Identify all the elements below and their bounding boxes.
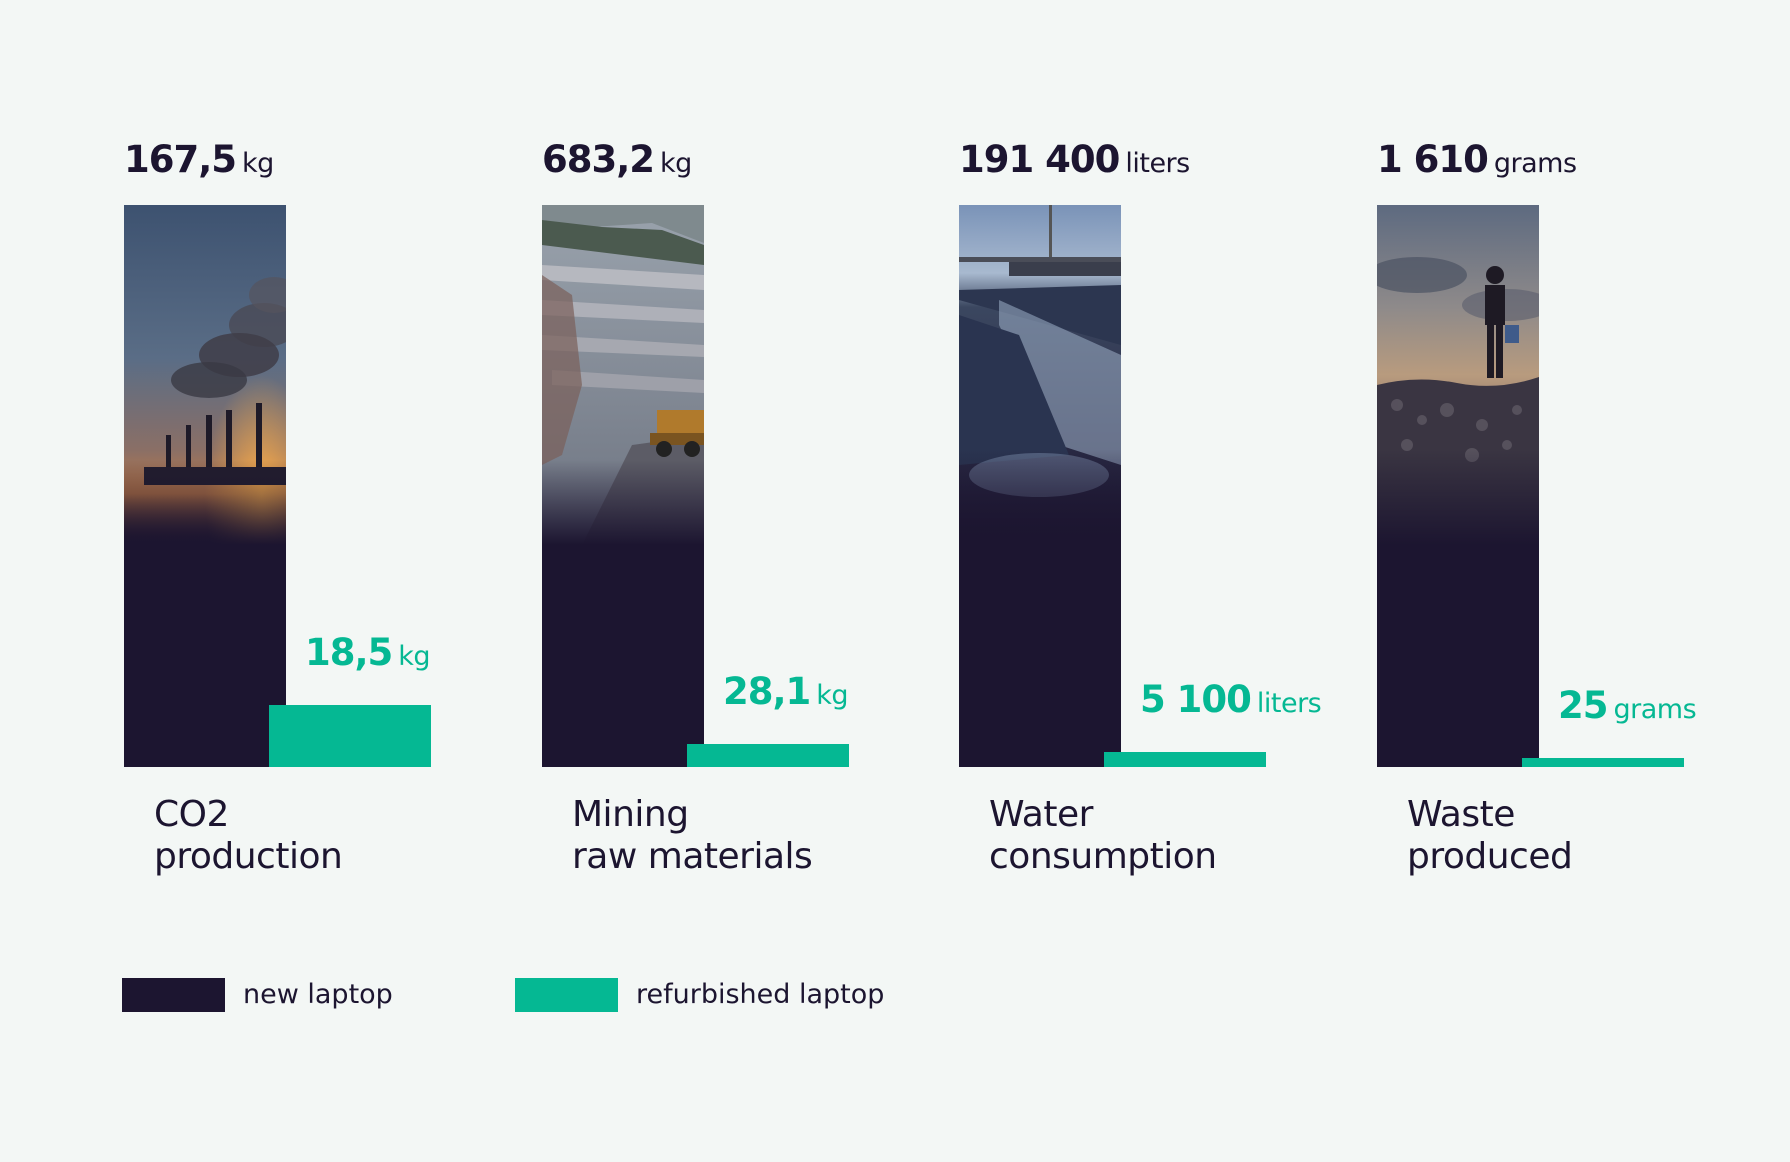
new-value-unit: liters xyxy=(1125,148,1190,179)
category-label-line1: Waste xyxy=(1407,794,1515,835)
refurbished-value-unit: grams xyxy=(1613,694,1697,725)
refurbished-value-number: 28,1 xyxy=(723,670,811,713)
new-value-unit: kg xyxy=(660,148,692,179)
bar-new-laptop xyxy=(1377,205,1539,767)
bar-group: 683,2 kg 28,1 kg Mining raw materials xyxy=(542,0,902,900)
category-label: Waste produced xyxy=(1407,794,1573,878)
new-value-unit: kg xyxy=(242,148,274,179)
factory-smokestacks-photo xyxy=(124,205,286,545)
category-label-line2: consumption xyxy=(989,836,1217,877)
refurbished-value-number: 18,5 xyxy=(305,631,393,674)
bar-new-laptop xyxy=(959,205,1121,767)
bar-group: 191 400 liters 5 100 liters Water consumption xyxy=(959,0,1322,900)
new-value-number: 167,5 xyxy=(124,138,237,181)
legend-swatch-refurbished xyxy=(515,978,618,1012)
category-label-line2: raw materials xyxy=(572,836,813,877)
refurbished-value-label: 25 grams xyxy=(1558,684,1697,727)
legend-swatch-new xyxy=(122,978,225,1012)
category-label-line2: production xyxy=(154,836,343,877)
category-label-line1: CO2 xyxy=(154,794,229,835)
new-value-unit: grams xyxy=(1493,148,1577,179)
new-value-label: 191 400 liters xyxy=(959,138,1190,181)
bar-new-laptop xyxy=(542,205,704,767)
quarry-mining-truck-photo xyxy=(542,205,704,545)
category-label: Water consumption xyxy=(989,794,1217,878)
new-value-number: 191 400 xyxy=(959,138,1120,181)
refurbished-value-number: 5 100 xyxy=(1140,678,1252,721)
category-label-line1: Water xyxy=(989,794,1093,835)
refurbished-value-label: 5 100 liters xyxy=(1140,678,1322,721)
bar-new-laptop xyxy=(124,205,286,767)
category-label-line2: produced xyxy=(1407,836,1573,877)
legend-label-refurbished: refurbished laptop xyxy=(636,979,885,1010)
refurbished-value-label: 18,5 kg xyxy=(305,631,431,674)
refurbished-value-unit: kg xyxy=(398,641,431,672)
bar-group: 167,5 kg 18,5 kg CO2 production xyxy=(124,0,484,900)
bar-refurbished-laptop xyxy=(269,705,431,767)
bar-refurbished-laptop xyxy=(1522,758,1684,767)
category-label-line1: Mining xyxy=(572,794,689,835)
new-value-label: 683,2 kg xyxy=(542,138,692,181)
new-value-number: 683,2 xyxy=(542,138,655,181)
refurbished-value-number: 25 xyxy=(1558,684,1608,727)
category-label: CO2 production xyxy=(154,794,343,878)
bar-refurbished-laptop xyxy=(687,744,849,767)
new-value-label: 167,5 kg xyxy=(124,138,274,181)
refurbished-value-label: 28,1 kg xyxy=(723,670,849,713)
refurbished-value-unit: kg xyxy=(816,680,849,711)
legend-label-new: new laptop xyxy=(243,979,393,1010)
bar-refurbished-laptop xyxy=(1104,752,1266,767)
person-on-waste-pile-photo xyxy=(1377,205,1539,545)
water-treatment-weir-photo xyxy=(959,205,1121,545)
new-value-number: 1 610 xyxy=(1377,138,1489,181)
refurbished-value-unit: liters xyxy=(1256,688,1322,719)
new-value-label: 1 610 grams xyxy=(1377,138,1577,181)
bar-group: 1 610 grams 25 grams Waste produced xyxy=(1377,0,1737,900)
category-label: Mining raw materials xyxy=(572,794,813,878)
